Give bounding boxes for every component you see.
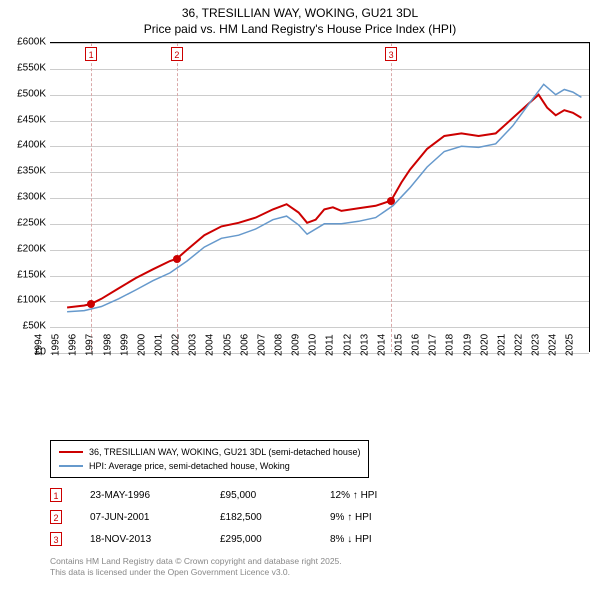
y-tick-label: £300K [17,192,46,203]
series-line [67,84,581,311]
y-tick-label: £550K [17,62,46,73]
sale-marker: 2 [50,510,62,524]
sale-dot [387,197,395,205]
legend-swatch [59,465,83,467]
plot-region: 1 2 3 [50,42,590,352]
sale-dot [87,300,95,308]
sales-table: 1 23-MAY-1996 £95,000 12% ↑ HPI 2 07-JUN… [50,484,430,550]
chart-area: 123 £0£50K£100K£150K£200K£250K£300K£350K… [50,42,590,392]
legend: 36, TRESILLIAN WAY, WOKING, GU21 3DL (se… [50,440,369,478]
sale-row: 2 07-JUN-2001 £182,500 9% ↑ HPI [50,506,430,528]
y-tick-label: £150K [17,269,46,280]
y-tick-label: £350K [17,166,46,177]
legend-label: HPI: Average price, semi-detached house,… [89,461,290,471]
event-marker: 2 [171,47,183,61]
sale-row: 1 23-MAY-1996 £95,000 12% ↑ HPI [50,484,430,506]
y-tick-label: £200K [17,243,46,254]
y-tick-label: £50K [23,321,46,332]
sale-date: 23-MAY-1996 [90,490,220,501]
sale-pct: 9% ↑ HPI [330,512,430,523]
chart-container: 36, TRESILLIAN WAY, WOKING, GU21 3DL Pri… [0,0,600,590]
sale-row: 3 18-NOV-2013 £295,000 8% ↓ HPI [50,528,430,550]
y-tick-label: £400K [17,140,46,151]
sale-pct: 8% ↓ HPI [330,534,430,545]
sale-price: £182,500 [220,512,330,523]
footer-line2: This data is licensed under the Open Gov… [50,567,342,578]
footer-line1: Contains HM Land Registry data © Crown c… [50,556,342,567]
sale-pct: 12% ↑ HPI [330,490,430,501]
event-marker: 1 [85,47,97,61]
y-tick-label: £250K [17,217,46,228]
title-block: 36, TRESILLIAN WAY, WOKING, GU21 3DL Pri… [0,0,600,39]
sale-marker: 1 [50,488,62,502]
legend-label: 36, TRESILLIAN WAY, WOKING, GU21 3DL (se… [89,447,360,457]
grid-line-h [50,353,589,354]
series-lines [50,43,590,353]
y-tick-label: £500K [17,88,46,99]
title-line2: Price paid vs. HM Land Registry's House … [0,22,600,38]
y-tick-label: £600K [17,37,46,48]
sale-price: £295,000 [220,534,330,545]
sale-date: 18-NOV-2013 [90,534,220,545]
y-tick-label: £100K [17,295,46,306]
sale-date: 07-JUN-2001 [90,512,220,523]
footer: Contains HM Land Registry data © Crown c… [50,556,342,578]
event-marker: 3 [385,47,397,61]
legend-row: 36, TRESILLIAN WAY, WOKING, GU21 3DL (se… [59,445,360,459]
x-tick-label: 1994 [34,334,45,356]
title-line1: 36, TRESILLIAN WAY, WOKING, GU21 3DL [0,6,600,22]
legend-swatch [59,451,83,453]
sale-price: £95,000 [220,490,330,501]
sale-marker: 3 [50,532,62,546]
series-line [67,95,581,308]
y-tick-label: £450K [17,114,46,125]
legend-row: HPI: Average price, semi-detached house,… [59,459,360,473]
sale-dot [173,255,181,263]
